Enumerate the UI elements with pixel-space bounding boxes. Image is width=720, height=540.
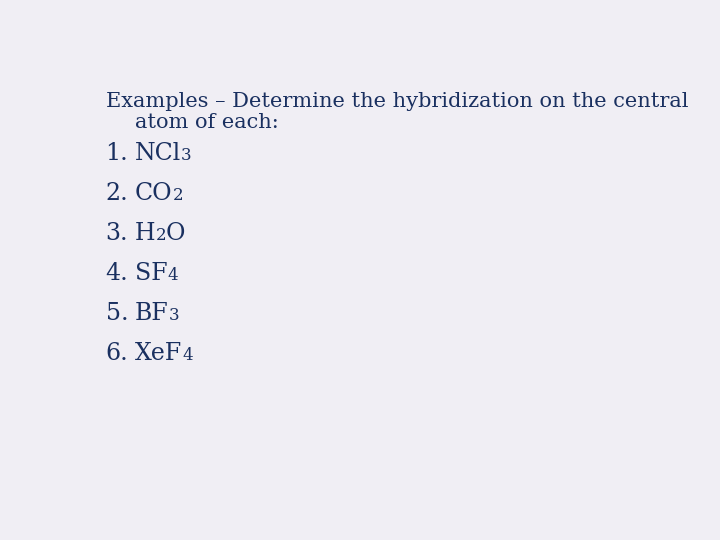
Text: 3: 3 bbox=[181, 147, 192, 164]
Text: 3: 3 bbox=[168, 307, 179, 325]
Text: 1.: 1. bbox=[106, 142, 128, 165]
Text: CO: CO bbox=[135, 182, 173, 205]
Text: 5.: 5. bbox=[106, 302, 128, 325]
Text: 3.: 3. bbox=[106, 222, 128, 245]
Text: 2.: 2. bbox=[106, 182, 128, 205]
Text: O: O bbox=[166, 222, 186, 245]
Text: NCl: NCl bbox=[135, 142, 181, 165]
Text: SF: SF bbox=[135, 262, 168, 285]
Text: 6.: 6. bbox=[106, 342, 128, 365]
Text: Examples – Determine the hybridization on the central: Examples – Determine the hybridization o… bbox=[106, 92, 688, 111]
Text: H: H bbox=[135, 222, 156, 245]
Text: 2: 2 bbox=[173, 187, 183, 204]
Text: atom of each:: atom of each: bbox=[135, 112, 279, 132]
Text: XeF: XeF bbox=[135, 342, 182, 365]
Text: 4: 4 bbox=[168, 267, 179, 284]
Text: 2: 2 bbox=[156, 227, 166, 244]
Text: 4.: 4. bbox=[106, 262, 128, 285]
Text: 4: 4 bbox=[182, 347, 193, 365]
Text: BF: BF bbox=[135, 302, 168, 325]
